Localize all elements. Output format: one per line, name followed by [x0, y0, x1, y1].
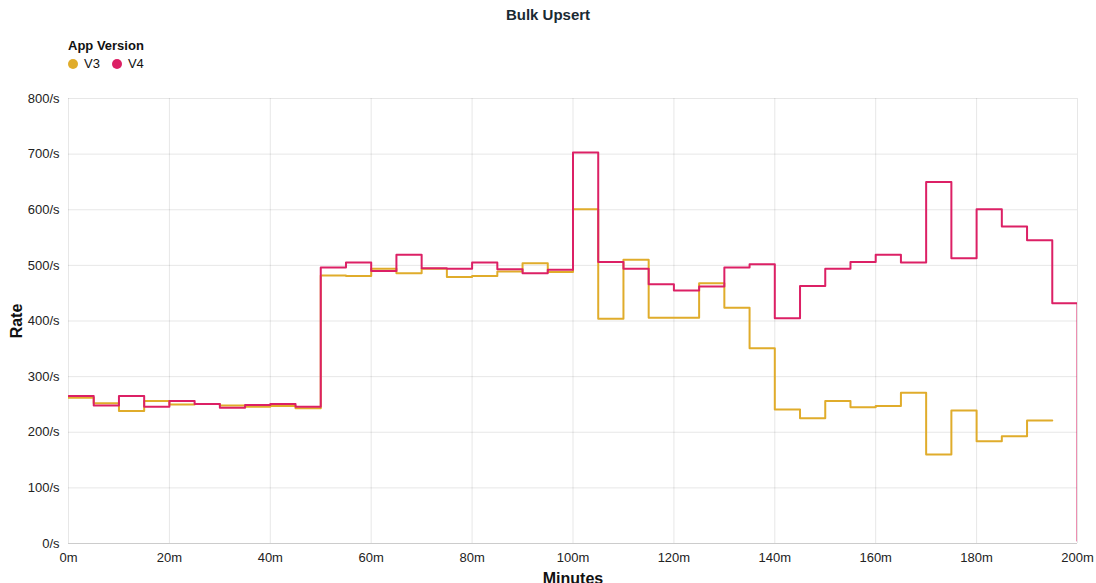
svg-text:600/s: 600/s — [28, 202, 60, 217]
svg-text:80m: 80m — [459, 550, 484, 565]
html-text:App Version: App Version — [68, 38, 144, 53]
html-text:V3: V3 — [84, 56, 100, 71]
svg-text:180m: 180m — [960, 550, 993, 565]
svg-text:200m: 200m — [1061, 550, 1094, 565]
svg-text:400/s: 400/s — [28, 313, 60, 328]
svg-text:0/s: 0/s — [42, 536, 60, 551]
html-text:Bulk Upsert: Bulk Upsert — [505, 6, 591, 23]
svg-text:140m: 140m — [759, 550, 792, 565]
svg-text:120m: 120m — [658, 550, 691, 565]
svg-text:Rate: Rate — [8, 304, 25, 339]
svg-text:100/s: 100/s — [28, 480, 60, 495]
svg-text:Minutes: Minutes — [543, 570, 604, 583]
svg-text:40m: 40m — [258, 550, 283, 565]
svg-text:300/s: 300/s — [28, 369, 60, 384]
svg-text:800/s: 800/s — [28, 91, 60, 106]
svg-text:0m: 0m — [59, 550, 77, 565]
svg-text:100m: 100m — [557, 550, 590, 565]
svg-text:60m: 60m — [359, 550, 384, 565]
svg-text:700/s: 700/s — [28, 146, 60, 161]
svg-text:160m: 160m — [859, 550, 892, 565]
html-text:V4: V4 — [127, 56, 144, 71]
svg-text:500/s: 500/s — [28, 258, 60, 273]
svg-text:20m: 20m — [157, 550, 182, 565]
svg-text:200/s: 200/s — [28, 424, 60, 439]
